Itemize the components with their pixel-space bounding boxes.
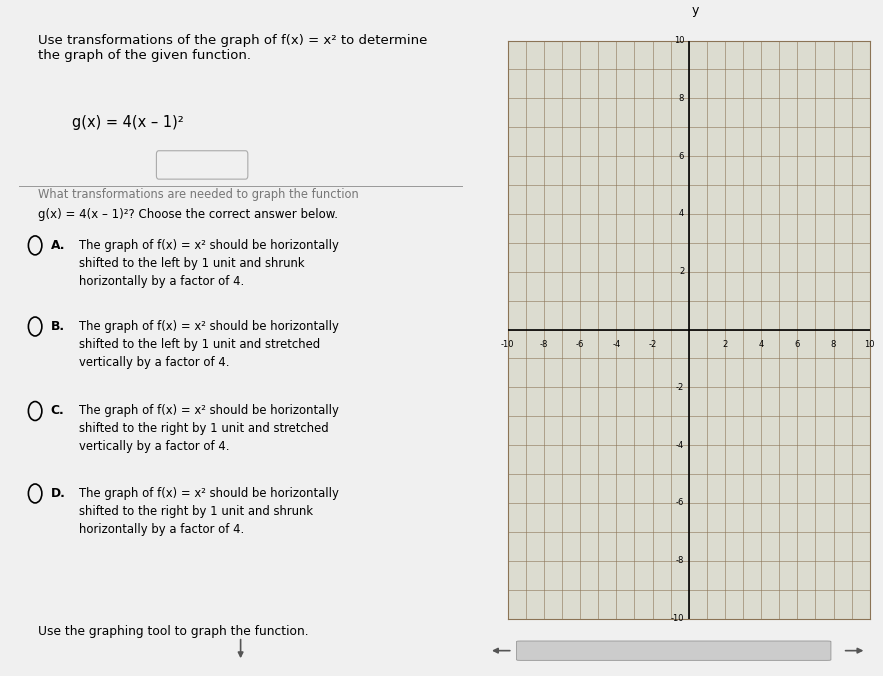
- Text: -8: -8: [540, 339, 548, 349]
- Text: 8: 8: [831, 339, 836, 349]
- Text: -4: -4: [676, 441, 684, 450]
- Text: 6: 6: [679, 151, 684, 161]
- Text: -2: -2: [676, 383, 684, 392]
- Text: 4: 4: [758, 339, 764, 349]
- Text: 2: 2: [679, 267, 684, 276]
- Text: y: y: [691, 5, 698, 18]
- Text: -2: -2: [648, 339, 657, 349]
- Text: Use the graphing tool to graph the function.: Use the graphing tool to graph the funct…: [39, 625, 309, 638]
- Text: • • •: • • •: [190, 160, 214, 170]
- Text: The graph of f(x) = x² should be horizontally
shifted to the right by 1 unit and: The graph of f(x) = x² should be horizon…: [79, 404, 339, 453]
- Text: -4: -4: [612, 339, 621, 349]
- Text: The graph of f(x) = x² should be horizontally
shifted to the left by 1 unit and : The graph of f(x) = x² should be horizon…: [79, 320, 339, 368]
- Text: B.: B.: [50, 320, 64, 333]
- Text: -10: -10: [501, 339, 515, 349]
- Text: D.: D.: [50, 487, 65, 500]
- Text: 10: 10: [674, 36, 684, 45]
- Text: Use transformations of the graph of f(x) = x² to determine
the graph of the give: Use transformations of the graph of f(x)…: [39, 34, 428, 62]
- Text: -6: -6: [675, 498, 684, 508]
- Text: 6: 6: [795, 339, 800, 349]
- FancyBboxPatch shape: [156, 151, 248, 179]
- Text: The graph of f(x) = x² should be horizontally
shifted to the left by 1 unit and : The graph of f(x) = x² should be horizon…: [79, 239, 339, 287]
- Text: 4: 4: [679, 210, 684, 218]
- FancyBboxPatch shape: [517, 641, 831, 660]
- Text: A.: A.: [50, 239, 65, 251]
- Text: -6: -6: [576, 339, 585, 349]
- Text: -8: -8: [675, 556, 684, 565]
- Text: g(x) = 4(x – 1)²? Choose the correct answer below.: g(x) = 4(x – 1)²? Choose the correct ans…: [39, 208, 338, 220]
- Text: -10: -10: [671, 614, 684, 623]
- Text: What transformations are needed to graph the function: What transformations are needed to graph…: [39, 188, 359, 201]
- Text: C.: C.: [50, 404, 64, 417]
- Text: 2: 2: [722, 339, 728, 349]
- Text: g(x) = 4(x – 1)²: g(x) = 4(x – 1)²: [72, 115, 184, 130]
- Text: 8: 8: [679, 94, 684, 103]
- Text: 10: 10: [864, 339, 875, 349]
- Text: The graph of f(x) = x² should be horizontally
shifted to the right by 1 unit and: The graph of f(x) = x² should be horizon…: [79, 487, 339, 535]
